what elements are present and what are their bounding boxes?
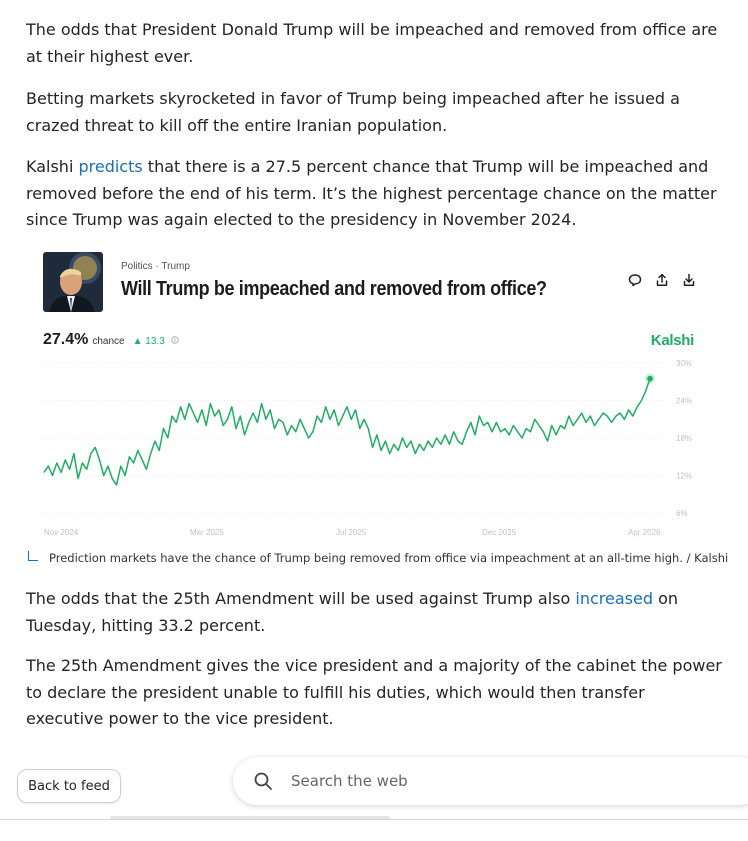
article-paragraph-2: Betting markets skyrocketed in favor of … bbox=[26, 89, 680, 135]
market-question: Will Trump be impeached and removed from… bbox=[121, 278, 547, 300]
share-icon[interactable] bbox=[655, 272, 669, 287]
chance-delta: ▲ 13.3 bbox=[132, 336, 165, 347]
image-caption: Prediction markets have the chance of Tr… bbox=[28, 551, 728, 565]
predicts-link[interactable]: predicts bbox=[78, 157, 143, 176]
article-paragraph-4: The odds that the 25th Amendment will be… bbox=[26, 589, 678, 635]
kalshi-embed: Politics · Trump Will Trump be impeached… bbox=[28, 245, 708, 545]
increased-link[interactable]: increased bbox=[575, 589, 653, 608]
article-paragraph-5: The 25th Amendment gives the vice presid… bbox=[26, 656, 722, 728]
y-tick-label: 30% bbox=[676, 359, 692, 368]
search-icon bbox=[253, 771, 273, 791]
back-to-feed-button[interactable]: Back to feed bbox=[17, 769, 121, 803]
caption-text: Prediction markets have the chance of Tr… bbox=[49, 551, 729, 565]
breadcrumb: Politics · Trump bbox=[121, 261, 190, 272]
x-tick-label: Apr 2026 bbox=[628, 528, 661, 537]
embed-actions bbox=[628, 272, 696, 287]
x-tick-label: Dec 2025 bbox=[482, 528, 517, 537]
y-tick-label: 24% bbox=[676, 397, 692, 406]
x-tick-label: Jul 2025 bbox=[336, 528, 367, 537]
endpoint-marker bbox=[647, 375, 653, 382]
info-icon[interactable] bbox=[171, 336, 179, 346]
footer-divider bbox=[0, 819, 748, 820]
y-tick-label: 12% bbox=[676, 472, 692, 481]
download-icon[interactable] bbox=[682, 272, 696, 287]
article-paragraph-1: The odds that President Donald Trump wil… bbox=[26, 20, 718, 66]
article-paragraph-3: Kalshi predicts that there is a 27.5 per… bbox=[26, 157, 717, 229]
comment-icon[interactable] bbox=[628, 272, 642, 287]
x-tick-label: Mar 2025 bbox=[190, 528, 224, 537]
current-chance: 27.4% chance ▲ 13.3 bbox=[43, 331, 179, 349]
y-tick-label: 6% bbox=[676, 509, 688, 518]
kalshi-logo: Kalshi bbox=[650, 332, 695, 349]
y-tick-label: 18% bbox=[676, 434, 692, 443]
series-line bbox=[43, 378, 651, 486]
search-bar[interactable]: Search the web bbox=[233, 757, 748, 805]
caption-mark-icon bbox=[28, 551, 38, 561]
market-thumbnail bbox=[43, 252, 103, 312]
search-input[interactable]: Search the web bbox=[291, 772, 408, 790]
chance-value: 27.4% bbox=[43, 331, 89, 348]
x-tick-label: Nov 2024 bbox=[44, 528, 79, 537]
chance-label: chance bbox=[92, 336, 125, 347]
line-chart: 30% 24% 18% 12% 6% Nov 2024 Mar 2025 Jul 2025 De… bbox=[43, 359, 692, 537]
